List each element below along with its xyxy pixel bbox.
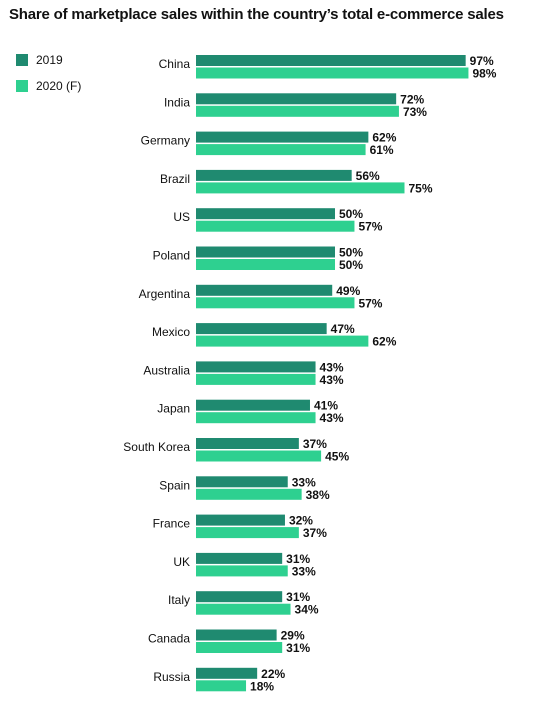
bar-mexico-2019 <box>196 323 327 335</box>
value-label-us-2020: 57% <box>358 220 382 234</box>
bar-south-korea-2020 <box>196 450 322 462</box>
value-label-russia-2020: 18% <box>250 679 274 693</box>
value-label-australia-2020: 43% <box>320 373 344 387</box>
category-label-mexico: Mexico <box>152 325 190 339</box>
value-label-spain-2019: 33% <box>292 475 316 489</box>
value-label-mexico-2020: 62% <box>372 335 396 349</box>
category-label-germany: Germany <box>141 134 190 148</box>
bar-argentina-2019 <box>196 284 333 296</box>
bar-us-2019 <box>196 208 335 220</box>
value-label-mexico-2019: 47% <box>331 322 355 336</box>
bar-brazil-2019 <box>196 169 352 181</box>
category-label-italy: Italy <box>168 593 190 607</box>
bar-australia-2020 <box>196 373 316 385</box>
bar-uk-2019 <box>196 552 283 564</box>
value-label-russia-2019: 22% <box>261 667 285 681</box>
value-label-south-korea-2019: 37% <box>303 437 327 451</box>
bar-canada-2019 <box>196 629 277 641</box>
bar-canada-2020 <box>196 642 283 653</box>
value-label-china-2020: 98% <box>472 67 496 81</box>
value-label-uk-2019: 31% <box>286 552 310 566</box>
category-label-spain: Spain <box>159 478 190 492</box>
bar-germany-2020 <box>196 144 366 156</box>
value-label-japan-2019: 41% <box>314 399 338 413</box>
value-label-canada-2019: 29% <box>281 629 305 643</box>
bar-mexico-2020 <box>196 335 369 347</box>
value-label-australia-2019: 43% <box>320 360 344 374</box>
bar-germany-2019 <box>196 131 369 143</box>
value-label-south-korea-2020: 45% <box>325 450 349 464</box>
category-label-poland: Poland <box>153 249 190 263</box>
bar-japan-2019 <box>196 399 310 411</box>
legend: 2019 2020 (F) <box>16 52 81 104</box>
value-label-india-2019: 72% <box>400 92 424 106</box>
bar-australia-2019 <box>196 361 316 373</box>
legend-label-2019: 2019 <box>36 53 63 67</box>
value-label-brazil-2020: 75% <box>409 181 433 195</box>
bar-us-2020 <box>196 220 355 232</box>
category-label-canada: Canada <box>148 632 190 646</box>
bar-uk-2020 <box>196 565 288 577</box>
value-label-japan-2020: 43% <box>320 411 344 425</box>
bar-france-2019 <box>196 514 285 526</box>
category-label-australia: Australia <box>143 363 190 377</box>
value-label-germany-2019: 62% <box>372 131 396 145</box>
value-label-italy-2020: 34% <box>295 603 319 617</box>
legend-item-2019: 2019 <box>16 52 81 68</box>
bar-italy-2019 <box>196 591 283 603</box>
legend-label-2020: 2020 (F) <box>36 79 82 93</box>
bar-russia-2020 <box>196 680 247 692</box>
bar-japan-2020 <box>196 412 316 424</box>
bar-france-2020 <box>196 527 299 539</box>
legend-swatch-2020 <box>16 80 28 92</box>
bar-italy-2020 <box>196 603 291 615</box>
bar-spain-2019 <box>196 476 288 488</box>
bar-brazil-2020 <box>196 182 405 194</box>
value-label-spain-2020: 38% <box>306 488 330 502</box>
value-label-france-2020: 37% <box>303 526 327 540</box>
legend-swatch-2019 <box>16 54 28 66</box>
value-label-argentina-2020: 57% <box>358 296 382 310</box>
bar-poland-2020 <box>196 259 335 270</box>
value-label-poland-2019: 50% <box>339 246 363 260</box>
value-label-france-2019: 32% <box>289 514 313 528</box>
bar-south-korea-2019 <box>196 438 299 449</box>
value-label-italy-2019: 31% <box>286 590 310 604</box>
bar-india-2020 <box>196 105 399 117</box>
value-label-poland-2020: 50% <box>339 258 363 272</box>
bar-russia-2019 <box>196 667 258 679</box>
category-label-us: US <box>173 210 190 224</box>
bar-argentina-2020 <box>196 297 355 309</box>
category-label-russia: Russia <box>153 670 190 684</box>
category-label-argentina: Argentina <box>139 287 191 301</box>
value-label-germany-2020: 61% <box>370 143 394 157</box>
category-label-brazil: Brazil <box>160 172 190 186</box>
bar-spain-2020 <box>196 488 302 500</box>
category-label-india: India <box>164 95 190 109</box>
legend-item-2020: 2020 (F) <box>16 78 81 94</box>
category-label-japan: Japan <box>157 402 190 416</box>
value-label-uk-2020: 33% <box>292 564 316 578</box>
value-label-canada-2020: 31% <box>286 641 310 655</box>
value-label-china-2019: 97% <box>470 54 494 68</box>
category-label-france: France <box>153 517 191 531</box>
category-label-south-korea: South Korea <box>123 440 190 454</box>
bar-india-2019 <box>196 93 397 105</box>
chart-title: Share of marketplace sales within the co… <box>9 6 504 23</box>
value-label-india-2020: 73% <box>403 105 427 119</box>
bar-poland-2019 <box>196 246 335 258</box>
value-label-us-2019: 50% <box>339 207 363 221</box>
category-label-china: China <box>159 57 191 71</box>
bar-china-2020 <box>196 67 469 79</box>
value-label-brazil-2019: 56% <box>356 169 380 183</box>
value-label-argentina-2019: 49% <box>336 284 360 298</box>
bar-china-2019 <box>196 55 466 66</box>
category-label-uk: UK <box>173 555 190 569</box>
